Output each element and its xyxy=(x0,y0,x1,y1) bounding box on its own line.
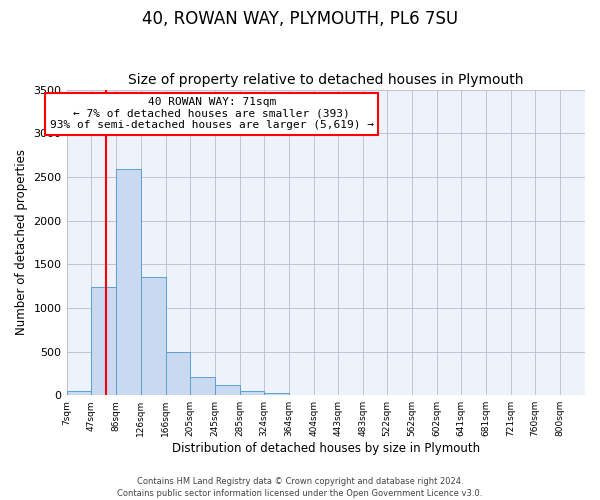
Bar xyxy=(215,385,239,395)
Title: Size of property relative to detached houses in Plymouth: Size of property relative to detached ho… xyxy=(128,73,524,87)
Bar xyxy=(67,391,91,395)
Y-axis label: Number of detached properties: Number of detached properties xyxy=(15,150,28,336)
Bar xyxy=(116,169,140,395)
Bar xyxy=(166,352,190,395)
Bar xyxy=(264,392,289,395)
Text: 40, ROWAN WAY, PLYMOUTH, PL6 7SU: 40, ROWAN WAY, PLYMOUTH, PL6 7SU xyxy=(142,10,458,28)
Bar xyxy=(190,377,215,395)
X-axis label: Distribution of detached houses by size in Plymouth: Distribution of detached houses by size … xyxy=(172,442,480,455)
Bar xyxy=(239,391,264,395)
Text: Contains HM Land Registry data © Crown copyright and database right 2024.
Contai: Contains HM Land Registry data © Crown c… xyxy=(118,476,482,498)
Text: 40 ROWAN WAY: 71sqm
← 7% of detached houses are smaller (393)
93% of semi-detach: 40 ROWAN WAY: 71sqm ← 7% of detached hou… xyxy=(50,97,374,130)
Bar xyxy=(91,287,116,395)
Bar xyxy=(140,278,166,395)
